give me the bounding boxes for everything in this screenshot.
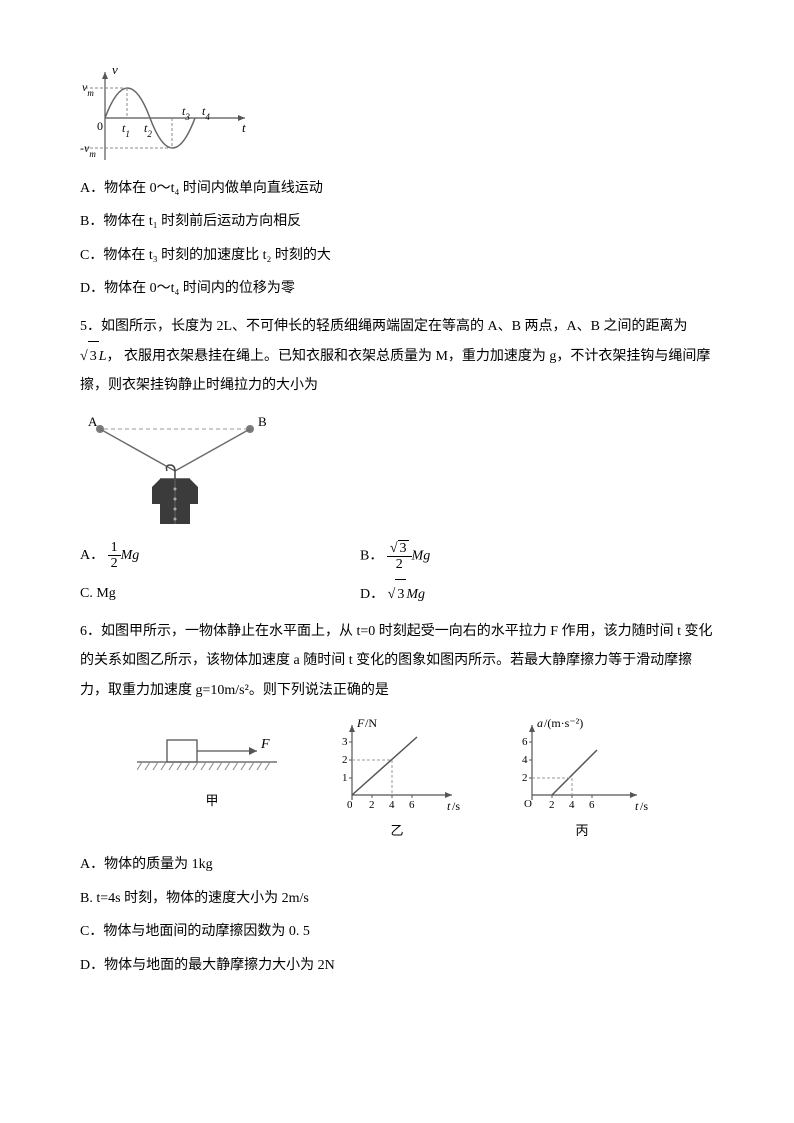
- q6-text: 6．如图甲所示，一物体静止在水平面上，从 t=0 时刻起受一向右的水平拉力 F …: [80, 617, 714, 705]
- svg-text:/(m·s⁻²): /(m·s⁻²): [544, 716, 583, 730]
- fig-bing-label: 丙: [507, 817, 657, 844]
- q6-opt-B: B. t=4s 时刻，物体的速度大小为 2m/s: [80, 884, 714, 913]
- svg-text:/s: /s: [640, 799, 648, 813]
- q5-opt-D: D． √3Mg: [360, 579, 425, 609]
- q4-opt-B: B．物体在 t₁ 时刻前后运动方向相反: [80, 207, 714, 236]
- q6-opt-A: A．物体的质量为 1kg: [80, 850, 714, 879]
- q6-opt-D: D．物体与地面的最大静摩擦力大小为 2N: [80, 951, 714, 980]
- svg-text:6: 6: [522, 736, 528, 748]
- svg-text:4: 4: [569, 799, 575, 811]
- q5-text1: 5．如图所示，长度为 2L、不可伸长的轻质细绳两端固定在等高的 A、B 两点，A…: [80, 319, 687, 334]
- svg-text:4: 4: [389, 799, 395, 811]
- svg-text:/N: /N: [365, 716, 377, 730]
- svg-text:A: A: [88, 414, 98, 429]
- svg-text:2: 2: [549, 799, 555, 811]
- q5-figure: A B: [80, 409, 714, 534]
- svg-text:F: F: [260, 737, 270, 752]
- svg-text:-vm: -vm: [80, 141, 96, 159]
- svg-text:t2: t2: [144, 121, 152, 139]
- svg-text:t: t: [242, 120, 246, 135]
- svg-text:2: 2: [522, 772, 528, 784]
- svg-text:3: 3: [342, 736, 348, 748]
- svg-text:2: 2: [369, 799, 375, 811]
- svg-text:t: t: [635, 799, 639, 813]
- fig-yi-label: 乙: [327, 817, 467, 844]
- q4-opt-D: D．物体在 0～t₄ 时间内的位移为零: [80, 274, 714, 303]
- q4-opt-A: A．物体在 0～t₄ 时间内做单向直线运动: [80, 174, 714, 203]
- q5-opt-C: C. Mg: [80, 579, 360, 609]
- svg-text:1: 1: [342, 772, 348, 784]
- svg-text:/s: /s: [452, 799, 460, 813]
- q5-opt-A: A． 12Mg: [80, 540, 360, 573]
- q6-figures: F 甲 F/N t/s 0 2 4 6 1 2 3: [80, 715, 714, 844]
- svg-text:t1: t1: [122, 121, 130, 139]
- svg-text:B: B: [258, 414, 267, 429]
- q5-opt-B: B． √32Mg: [360, 540, 430, 573]
- svg-text:6: 6: [589, 799, 595, 811]
- q4-graph: v t vm 0 -vm t1 t2 t3 t4: [80, 60, 714, 170]
- svg-text:v: v: [112, 62, 118, 77]
- svg-text:6: 6: [409, 799, 415, 811]
- svg-text:t: t: [447, 799, 451, 813]
- svg-text:F: F: [356, 716, 365, 730]
- q4-opt-C: C．物体在 t₃ 时刻的加速度比 t₂ 时刻的大: [80, 241, 714, 270]
- svg-text:0: 0: [97, 119, 103, 133]
- fig-jia-label: 甲: [137, 787, 287, 814]
- svg-text:0: 0: [347, 799, 353, 811]
- svg-text:t3: t3: [182, 104, 190, 122]
- svg-text:t4: t4: [202, 104, 210, 122]
- svg-text:O: O: [524, 798, 532, 810]
- q5-text: 5．如图所示，长度为 2L、不可伸长的轻质细绳两端固定在等高的 A、B 两点，A…: [80, 312, 714, 401]
- svg-text:a: a: [537, 716, 543, 730]
- svg-text:4: 4: [522, 754, 528, 766]
- q5-text2: 衣服用衣架悬挂在绳上。已知衣服和衣架总质量为 M，重力加速度为 g，不计衣架挂钩…: [80, 349, 710, 393]
- svg-text:vm: vm: [82, 80, 94, 98]
- svg-text:2: 2: [342, 754, 348, 766]
- q6-opt-C: C．物体与地面间的动摩擦因数为 0. 5: [80, 917, 714, 946]
